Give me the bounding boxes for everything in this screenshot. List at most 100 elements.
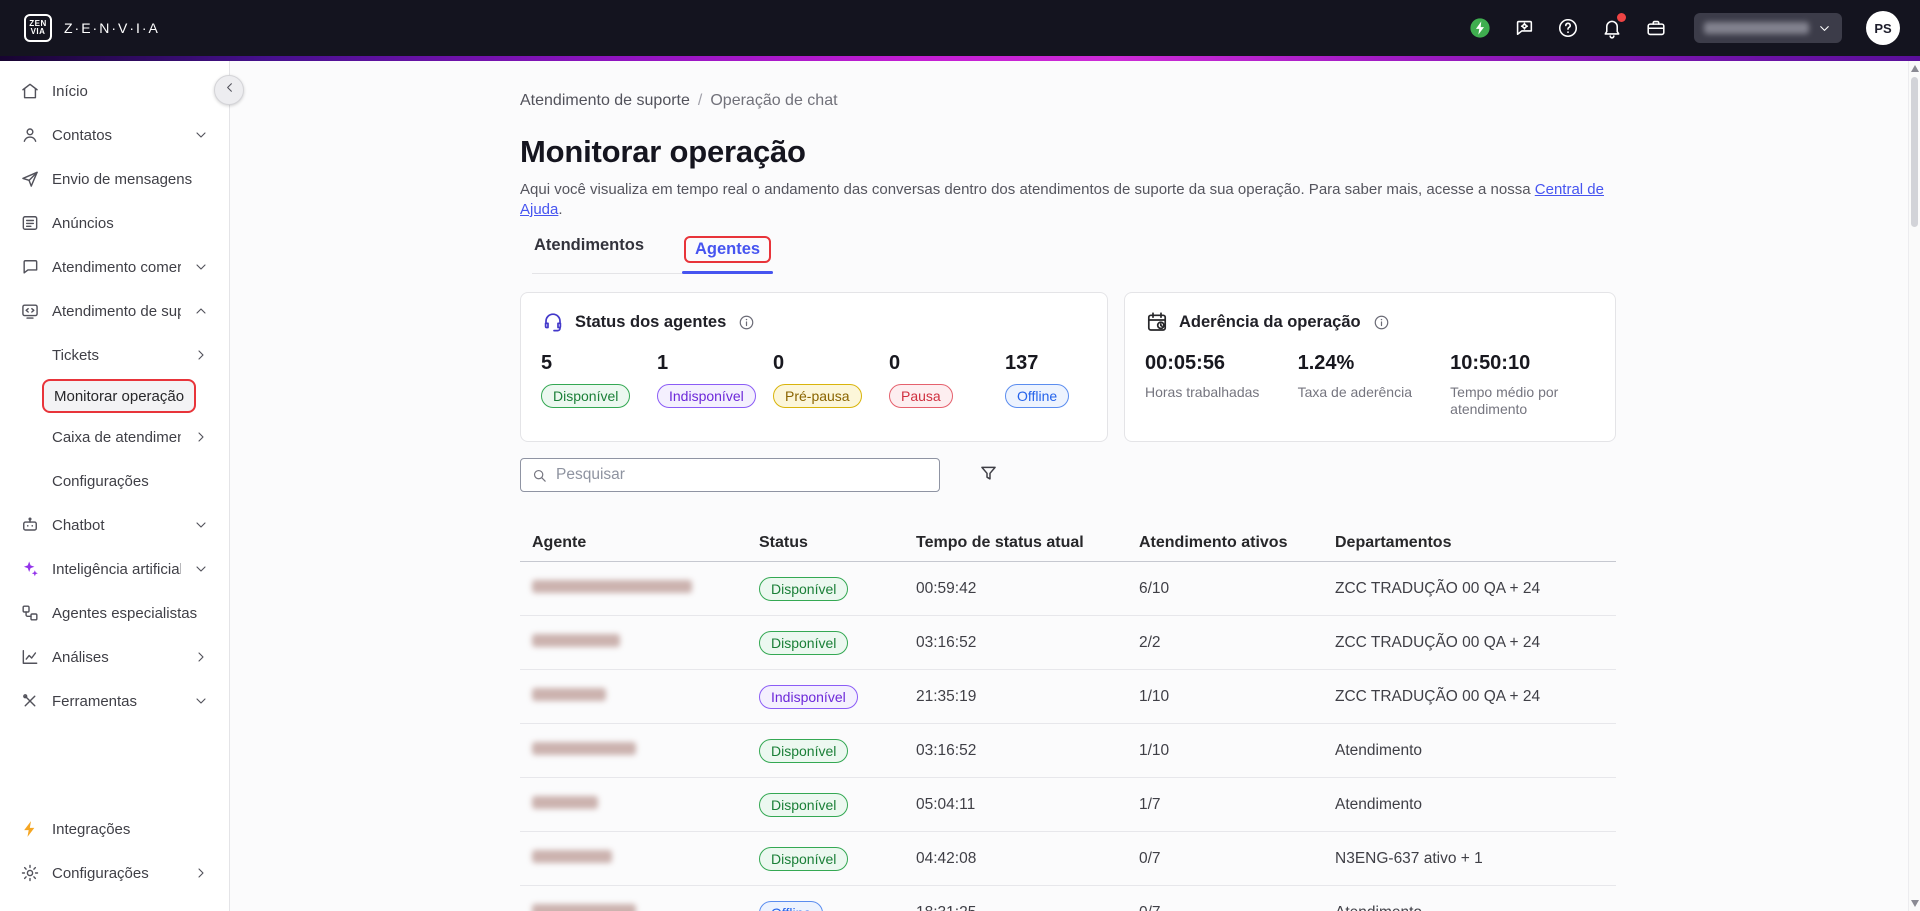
tab-agentes[interactable]: Agentes: [682, 236, 774, 274]
tab-label: Atendimentos: [534, 236, 645, 254]
sidebar-item-chatbot[interactable]: Chatbot: [14, 505, 215, 545]
stat-value: 0: [889, 352, 901, 374]
sidebar-item-monitorar-operacao[interactable]: Monitorar operação: [42, 379, 197, 413]
sidebar-item-contatos[interactable]: Contatos: [14, 115, 215, 155]
redacted-agent-name: [532, 903, 636, 911]
agents-status-card: Status dos agentes 5 Disponível 1 Indisponí…: [520, 292, 1108, 442]
sidebar-item-inicio[interactable]: Início: [14, 71, 215, 111]
table-row[interactable]: Disponível 00:59:42 6/10 ZCC TRADUÇÃO 00 QA…: [520, 562, 1616, 616]
scrollbar[interactable]: [1908, 61, 1920, 911]
adherence-stat: 10:50:10 Tempo médio por atendimento: [1450, 352, 1595, 418]
workspace-icon[interactable]: [1644, 16, 1668, 40]
table-row[interactable]: Disponível 03:16:52 2/2 ZCC TRADUÇÃO 00 QA …: [520, 616, 1616, 670]
organization-dropdown[interactable]: [1694, 13, 1842, 43]
sidebar-item-inteligencia-artificial[interactable]: Inteligência artificial: [14, 549, 215, 589]
notification-dot: [1617, 13, 1626, 22]
bot-icon: [20, 515, 40, 535]
breadcrumb: Atendimento de suporte / Operação de cha…: [520, 91, 1616, 111]
info-icon[interactable]: [738, 314, 755, 331]
sidebar-collapse-button[interactable]: [214, 75, 244, 105]
search-input[interactable]: [556, 466, 929, 484]
zenvia-logo[interactable]: ZEN VIA Z·E·N·V·I·A: [24, 14, 160, 42]
redacted-organization-name: [1704, 22, 1809, 34]
chat-icon: [20, 257, 40, 277]
departments-cell: Atendimento: [1335, 795, 1423, 813]
sidebar-item-agentes-especialistas[interactable]: Agentes especialistas: [14, 593, 215, 633]
help-icon[interactable]: [1556, 16, 1580, 40]
support-icon: [20, 301, 40, 321]
scroll-down-arrow[interactable]: [1911, 900, 1919, 907]
table-body: Disponível 00:59:42 6/10 ZCC TRADUÇÃO 00 QA…: [520, 562, 1616, 911]
status-cell: Disponível: [759, 846, 916, 871]
chevron-down-icon: [193, 517, 209, 533]
sidebar-item-label: Início: [52, 82, 88, 100]
chevron-down-icon: [1817, 21, 1832, 36]
table-row[interactable]: Disponível 05:04:11 1/7 Atendimento: [520, 778, 1616, 832]
summary-cards: Status dos agentes 5 Disponível 1 Indisponí…: [520, 292, 1616, 442]
news-icon: [20, 213, 40, 233]
sidebar-item-anuncios[interactable]: Anúncios: [14, 203, 215, 243]
agents-table: Agente Status Tempo de status atual Atendim…: [520, 522, 1616, 911]
sidebar-item-label: Configurações: [52, 472, 149, 490]
status-time-cell: 00:59:42: [916, 579, 977, 597]
stat-value: 137: [1005, 352, 1039, 374]
filter-icon[interactable]: [978, 463, 1002, 487]
status-pill: Pausa: [889, 384, 953, 408]
home-icon: [20, 81, 40, 101]
agent-status-stat: 0 Pré-pausa: [773, 352, 889, 408]
sidebar-item-label: Anúncios: [52, 214, 114, 232]
sidebar-item-integracoes[interactable]: Integrações: [14, 809, 215, 849]
scrollbar-thumb[interactable]: [1911, 77, 1918, 227]
chevron-down-icon: [193, 259, 209, 275]
sidebar-item-atendimento-de-suporte[interactable]: Atendimento de suporte: [14, 291, 215, 331]
agents-icon: [20, 603, 40, 623]
sidebar-item-ferramentas[interactable]: Ferramentas: [14, 681, 215, 721]
status-badge: Disponível: [759, 792, 849, 817]
avatar[interactable]: PS: [1866, 11, 1900, 45]
search-icon: [531, 467, 548, 484]
table-row[interactable]: Disponível 03:16:52 1/10 Atendimento: [520, 724, 1616, 778]
stat-value: 10:50:10: [1450, 352, 1531, 374]
status-pill: Disponível: [541, 384, 631, 408]
info-icon[interactable]: [1373, 314, 1390, 331]
health-status-icon[interactable]: [1468, 16, 1492, 40]
sidebar-item-tickets[interactable]: Tickets: [14, 335, 215, 375]
sidebar-item-atendimento-comercial[interactable]: Atendimento comercial: [14, 247, 215, 287]
status-badge: Indisponível: [759, 684, 858, 709]
column-header: Agente: [532, 534, 587, 551]
card-title: Status dos agentes: [575, 312, 727, 331]
help-center-link[interactable]: Central de Ajuda: [520, 181, 1604, 218]
status-time-cell: 03:16:52: [916, 633, 977, 651]
table-row[interactable]: Disponível 04:42:08 0/7 N3ENG-637 ativo + 1: [520, 832, 1616, 886]
breadcrumb-parent[interactable]: Atendimento de suporte: [520, 92, 690, 109]
agent-name-cell: [520, 687, 759, 706]
feedback-icon[interactable]: [1512, 16, 1536, 40]
page-title: Monitorar operação: [520, 134, 806, 169]
sidebar-item-label: Agentes especialistas: [52, 604, 198, 622]
sidebar-item-configuracoes[interactable]: Configurações: [14, 853, 215, 893]
notifications-icon[interactable]: [1600, 13, 1626, 40]
status-time-cell: 05:04:11: [916, 795, 976, 813]
sidebar-item-label: Contatos: [52, 126, 113, 144]
agent-name-cell: [520, 741, 759, 760]
sidebar-item-analises[interactable]: Análises: [14, 637, 215, 677]
status-cell: Disponível: [759, 792, 916, 817]
status-cell: Disponível: [759, 576, 916, 601]
stat-value: 5: [541, 352, 553, 374]
active-chats-cell: 1/10: [1139, 741, 1170, 759]
sidebar-item-configuracoes-suporte[interactable]: Configurações: [14, 461, 215, 501]
chevron-right-icon: [193, 429, 209, 445]
active-chats-cell: 0/7: [1139, 904, 1335, 911]
sidebar-item-envio-de-mensagens[interactable]: Envio de mensagens: [14, 159, 215, 199]
sidebar-item-label: Tickets: [52, 346, 99, 364]
main: Atendimento de suporte / Operação de cha…: [230, 61, 1920, 911]
departments-cell: ZCC TRADUÇÃO 00 QA + 24: [1335, 687, 1541, 705]
topbar-actions: PS: [1468, 11, 1900, 45]
agent-status-stats: 5 Disponível 1 Indisponível 0 Pré-pausa 0 Pausa…: [541, 352, 1087, 408]
table-row[interactable]: Indisponível 21:35:19 1/10 ZCC TRADUÇÃO 00 …: [520, 670, 1616, 724]
scroll-up-arrow[interactable]: [1911, 65, 1919, 72]
breadcrumb-separator: /: [697, 92, 703, 109]
tab-atendimentos[interactable]: Atendimentos: [532, 236, 646, 273]
sidebar-item-caixa-de-atendimento[interactable]: Caixa de atendimento: [14, 417, 215, 457]
